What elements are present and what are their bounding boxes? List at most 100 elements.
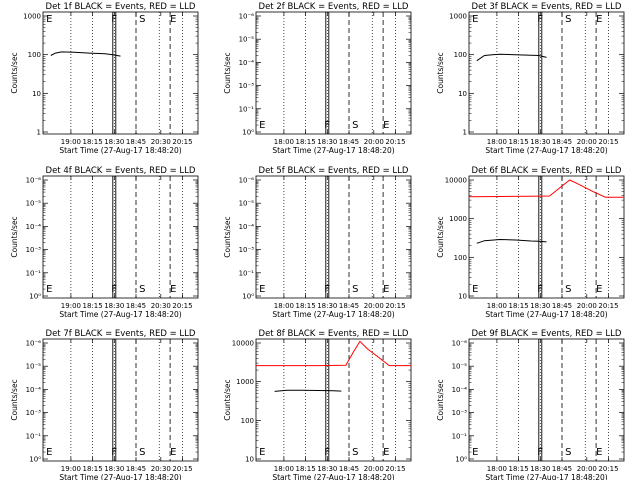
x-tick-label: 18:00	[487, 302, 507, 310]
x-axis-label: Start Time (27-Aug-17 18:48:20)	[485, 473, 607, 480]
x-tick-label: 18:15	[296, 302, 316, 310]
x-tick-label: 18:30	[104, 138, 124, 146]
x-tick-label: 18:15	[509, 138, 529, 146]
event-marker-label: E	[383, 447, 389, 458]
y-tick-label: 10⁻⁶	[452, 340, 468, 348]
x-tick-label: 20:15	[598, 138, 618, 146]
event-marker-label: E	[46, 447, 52, 458]
x-axis-label: Start Time (27-Aug-17 18:48:20)	[485, 146, 607, 155]
event-marker-label: E	[383, 120, 389, 131]
event-marker-label: S	[565, 284, 571, 295]
x-tick-label: 18:15	[83, 465, 103, 473]
x-tick-label: 18:45	[552, 302, 572, 310]
y-tick-label: 100	[28, 51, 41, 59]
y-tick-label: 1000	[23, 13, 41, 21]
x-tick-label: 18:45	[339, 138, 359, 146]
x-tick-label: 18:30	[317, 302, 337, 310]
y-tick-label: 1000	[449, 13, 467, 21]
x-tick-label: 20:15	[385, 465, 405, 473]
y-tick-label: 10⁻⁵	[239, 36, 255, 44]
x-tick-label: 20:30	[151, 465, 171, 473]
x-tick-label: 18:45	[552, 465, 572, 473]
y-axis-label: Counts/sec	[436, 216, 445, 257]
x-tick-label: 19:00	[61, 138, 81, 146]
y-tick-label: 10⁻⁶	[26, 340, 42, 348]
x-axis-label: Start Time (27-Aug-17 18:48:20)	[59, 146, 181, 155]
y-tick-label: 10⁻⁶	[239, 13, 255, 21]
y-tick-label: 10⁰	[455, 456, 467, 464]
event-marker-label: S	[352, 447, 358, 458]
y-axis-label: Counts/sec	[10, 216, 19, 257]
panel-det-6: Det 6f BLACK = Events, RED = LLD 10 100 100…	[436, 166, 625, 319]
plot-frame	[468, 175, 625, 299]
plot-frame	[42, 11, 199, 135]
y-tick-label: 10⁻³	[239, 246, 255, 254]
y-tick-label: 10⁰	[29, 293, 41, 301]
event-marker-label: S	[139, 14, 145, 25]
event-marker-label: F	[537, 14, 543, 25]
y-axis-label: Counts/sec	[10, 52, 19, 93]
y-tick-label: 10⁻⁵	[26, 363, 42, 371]
panel-title: Det 1f BLACK = Events, RED = LLD	[46, 2, 196, 12]
y-tick-label: 10⁻⁵	[239, 200, 255, 208]
y-tick-label: 10⁻⁶	[26, 177, 42, 185]
event-marker-label: E	[472, 284, 478, 295]
y-tick-label: 10⁻⁴	[26, 223, 42, 231]
lld-series-line	[468, 179, 624, 198]
event-marker-label: E	[596, 447, 602, 458]
y-tick-label: 1000	[236, 378, 254, 386]
x-tick-label: 20:15	[172, 302, 192, 310]
x-tick-label: 18:15	[83, 138, 103, 146]
y-tick-label: 100	[454, 51, 467, 59]
x-axis-label: Start Time (27-Aug-17 18:48:20)	[272, 146, 394, 155]
panel-det-7: Det 7f BLACK = Events, RED = LLD 10⁰ 10⁻¹ 1…	[10, 329, 199, 480]
x-tick-label: 18:30	[317, 465, 337, 473]
event-marker-label: F	[537, 447, 543, 458]
event-marker-label: E	[259, 447, 265, 458]
events-series-line	[476, 238, 547, 244]
y-tick-label: 10⁻⁴	[239, 59, 255, 67]
event-marker-label: E	[383, 284, 389, 295]
x-tick-label: 18:00	[274, 138, 294, 146]
event-marker-label: E	[170, 14, 176, 25]
x-tick-label: 18:00	[274, 302, 294, 310]
plot-frame	[255, 11, 412, 135]
x-tick-label: 20:15	[172, 465, 192, 473]
y-tick-label: 10⁻⁵	[452, 363, 468, 371]
event-marker-label: F	[111, 284, 117, 295]
y-axis-label: Counts/sec	[223, 52, 232, 93]
x-tick-label: 20:00	[577, 302, 597, 310]
event-marker-label: S	[565, 447, 571, 458]
y-tick-label: 10⁻¹	[239, 105, 255, 113]
y-tick-label: 10⁻³	[26, 409, 42, 417]
y-tick-label: 10	[245, 456, 254, 464]
plot-frame	[468, 338, 625, 462]
y-axis-label: Counts/sec	[436, 379, 445, 420]
y-tick-label: 10⁻³	[452, 409, 468, 417]
event-marker-label: F	[324, 447, 330, 458]
x-tick-label: 20:15	[598, 302, 618, 310]
panel-title: Det 6f BLACK = Events, RED = LLD	[472, 166, 622, 176]
panel-title: Det 5f BLACK = Events, RED = LLD	[259, 166, 409, 176]
event-marker-label: F	[324, 284, 330, 295]
event-marker-label: E	[259, 120, 265, 131]
x-tick-label: 18:30	[317, 138, 337, 146]
y-axis-label: Counts/sec	[436, 52, 445, 93]
panel-det-5: Det 5f BLACK = Events, RED = LLD 10⁰ 10⁻¹ 1…	[223, 166, 412, 319]
plot-frame	[42, 175, 199, 299]
x-tick-label: 18:00	[487, 138, 507, 146]
y-tick-label: 10	[458, 90, 467, 98]
y-tick-label: 10⁻⁴	[26, 386, 42, 394]
events-series-line	[50, 51, 121, 57]
x-tick-label: 18:30	[104, 302, 124, 310]
x-tick-label: 20:00	[577, 465, 597, 473]
events-series-line	[476, 53, 547, 62]
x-tick-label: 20:15	[385, 138, 405, 146]
y-tick-label: 10⁻¹	[26, 432, 42, 440]
event-marker-label: S	[352, 284, 358, 295]
y-tick-label: 10⁻⁴	[239, 223, 255, 231]
panel-title: Det 9f BLACK = Events, RED = LLD	[472, 329, 622, 339]
y-tick-label: 10⁰	[29, 456, 41, 464]
panel-det-9: Det 9f BLACK = Events, RED = LLD 10⁰ 10⁻¹ 1…	[436, 329, 625, 480]
